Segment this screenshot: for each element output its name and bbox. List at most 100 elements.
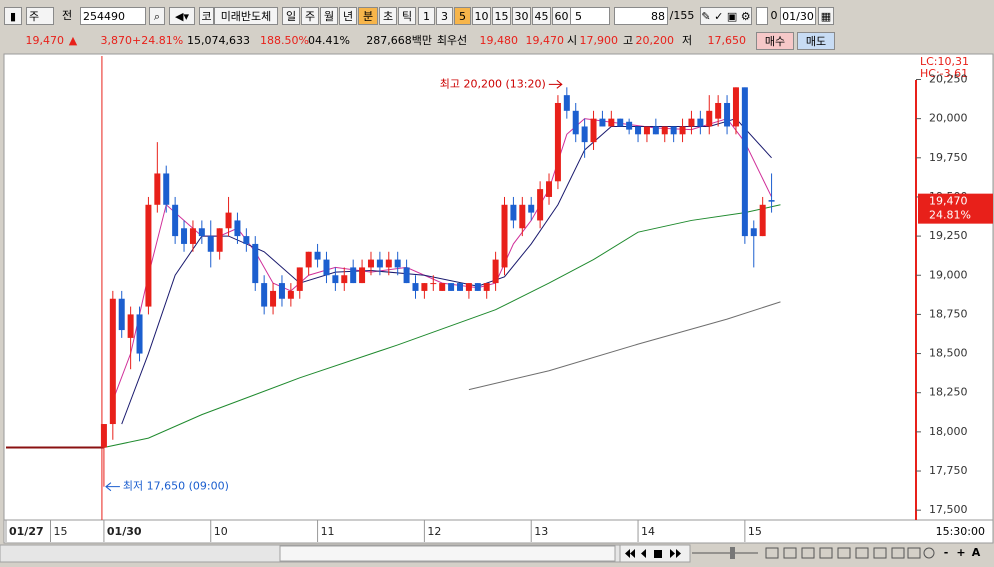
zoom-in[interactable]: +: [956, 546, 965, 559]
candle-body: [207, 236, 214, 252]
candle-body: [706, 110, 713, 127]
candle-body: [732, 87, 739, 127]
candle-body: [359, 267, 366, 284]
y-tick-label: 18,500: [929, 347, 968, 360]
stock-name: 미래반도체: [214, 7, 278, 25]
market-select[interactable]: 주: [26, 7, 54, 25]
high: 20,200: [635, 34, 675, 47]
candle-body: [661, 126, 668, 135]
candle-body: [590, 118, 597, 143]
mode-label: 전: [61, 9, 73, 22]
annotation: 최저 17,650 (09:00): [123, 480, 229, 493]
candle-body: [537, 189, 544, 221]
y-tick-label: 19,750: [929, 151, 968, 164]
interval-button[interactable]: 60: [552, 7, 571, 25]
candle-body: [510, 204, 517, 221]
x-tick-label: 10: [214, 525, 228, 538]
period-button[interactable]: 분: [358, 7, 378, 25]
time-label: 15:30:00: [936, 525, 985, 538]
period-button[interactable]: 월: [320, 7, 338, 25]
candle-body: [261, 283, 268, 307]
candle-body: [216, 228, 223, 252]
candle-body: [172, 204, 179, 237]
candle-body: [448, 283, 455, 291]
best-ask: 19,480: [479, 34, 519, 47]
interval-button[interactable]: 1: [418, 7, 435, 25]
buy-button[interactable]: 매수: [756, 32, 794, 50]
calendar-button[interactable]: ▦: [818, 7, 834, 25]
candle-body: [492, 259, 499, 284]
y-tick-label: 17,500: [929, 503, 968, 516]
period-button[interactable]: 일: [282, 7, 300, 25]
candle-body: [278, 283, 285, 299]
candle-body: [635, 126, 642, 135]
candle-body: [759, 204, 766, 237]
zoom-out[interactable]: -: [944, 546, 949, 559]
period-button[interactable]: 초: [379, 7, 397, 25]
count-input[interactable]: 88: [614, 7, 668, 25]
candle-body: [554, 102, 561, 182]
zoom-slider[interactable]: [692, 547, 758, 559]
candle-body: [430, 283, 437, 285]
candle-body: [314, 251, 321, 260]
candle-body: [724, 102, 731, 127]
interval-button[interactable]: 15: [492, 7, 511, 25]
sound-button[interactable]: ◀▾: [169, 7, 195, 25]
interval-button[interactable]: 3: [436, 7, 453, 25]
date-input[interactable]: 01/30: [780, 7, 816, 25]
candle-body: [599, 118, 606, 127]
sell-button[interactable]: 매도: [797, 32, 835, 50]
playback-controls[interactable]: [619, 544, 691, 563]
last-price-label: 19,470: [929, 195, 968, 208]
turnover-rate: 04.41%: [308, 34, 350, 47]
font-size[interactable]: A: [972, 546, 981, 559]
search-button[interactable]: ⌕: [149, 7, 165, 25]
candle-body: [305, 251, 312, 268]
candle-body: [483, 283, 490, 291]
x-tick-label: 01/27: [9, 525, 44, 538]
code-input[interactable]: 254490: [80, 7, 146, 25]
candle-body: [376, 259, 383, 268]
checkbox-label: 0: [770, 9, 778, 22]
interval-button[interactable]: 45: [532, 7, 551, 25]
interval-button[interactable]: 5: [454, 7, 471, 25]
candle-body: [332, 275, 339, 284]
menu-icon[interactable]: ▮: [4, 7, 22, 25]
checkbox[interactable]: [756, 7, 768, 25]
candle-body: [163, 173, 170, 205]
scroll-thumb[interactable]: [279, 545, 616, 562]
low: 17,650: [707, 34, 747, 47]
hc-label: HC:-3,61: [920, 67, 968, 80]
interval-button[interactable]: 10: [472, 7, 491, 25]
interval-select[interactable]: 5: [570, 7, 610, 25]
volume-ratio: 188.50%: [260, 34, 309, 47]
candle-body: [546, 181, 553, 197]
period-button[interactable]: 주: [301, 7, 319, 25]
candle-body: [323, 259, 330, 276]
candle-body: [715, 102, 722, 119]
candle-body: [572, 110, 579, 135]
candle-body: [501, 204, 508, 268]
y-tick-label: 20,000: [929, 112, 968, 125]
candle-body: [118, 298, 125, 331]
low-label: 저: [681, 34, 693, 47]
candle-body: [109, 298, 116, 425]
best-bid: 19,470: [525, 34, 565, 47]
interval-button[interactable]: 30: [512, 7, 531, 25]
x-tick-label: 12: [427, 525, 441, 538]
x-tick-label: 14: [641, 525, 655, 538]
candle-body: [367, 259, 374, 268]
candle-body: [768, 200, 775, 202]
candle-body: [154, 173, 161, 205]
tool-icons[interactable]: ✎ ✓ ▣ ⚙: [700, 7, 752, 25]
candle-body: [670, 126, 677, 135]
period-button[interactable]: 년: [339, 7, 357, 25]
period-button[interactable]: 틱: [398, 7, 416, 25]
direction: ▲: [68, 34, 78, 47]
y-tick-label: 19,000: [929, 268, 968, 281]
tool-icons[interactable]: [765, 547, 935, 559]
y-tick-label: 17,750: [929, 464, 968, 477]
candle-body: [741, 87, 748, 237]
candle-body: [528, 204, 535, 213]
